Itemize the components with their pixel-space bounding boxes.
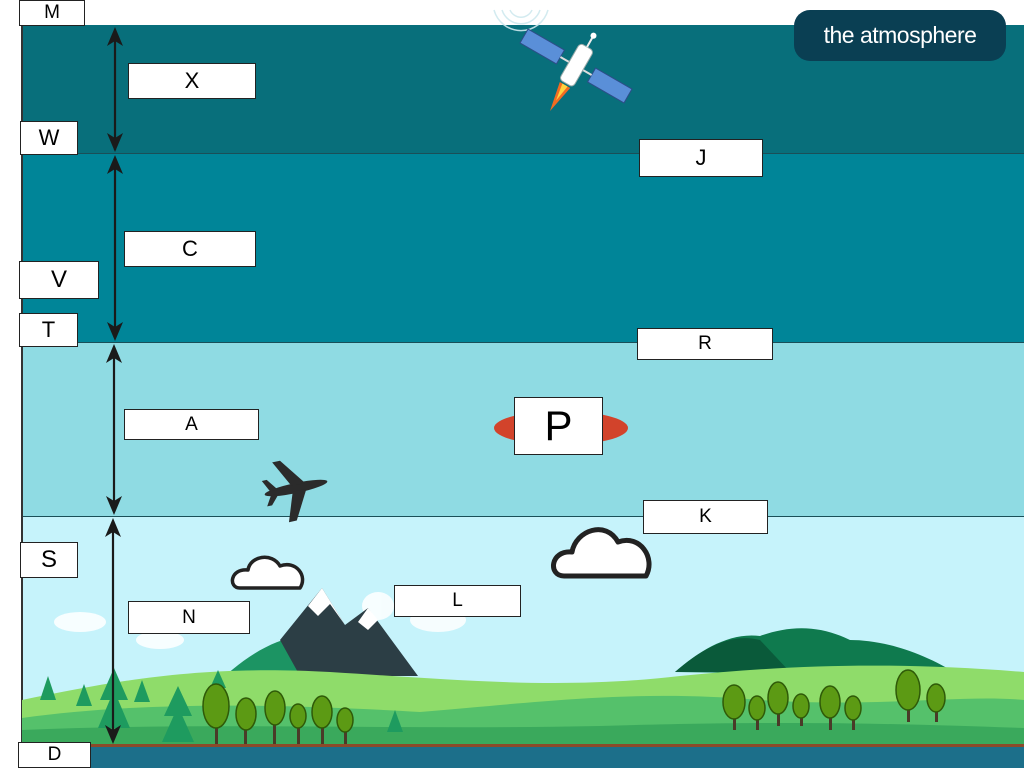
layer-boundary [22, 342, 1024, 343]
label-t[interactable]: T [19, 313, 78, 347]
ground-surface [22, 744, 1024, 747]
cloud-icon [230, 555, 305, 590]
label-a[interactable]: A [124, 409, 259, 440]
layer-height-arrows [111, 30, 117, 740]
label-l[interactable]: L [394, 585, 521, 617]
label-v[interactable]: V [19, 261, 99, 299]
label-p[interactable]: P [514, 397, 603, 455]
altitude-axis [21, 25, 23, 745]
satellite-icon [493, 9, 633, 112]
tree-icon [202, 683, 354, 744]
label-s[interactable]: S [20, 542, 78, 578]
label-w[interactable]: W [20, 121, 78, 155]
label-n[interactable]: N [128, 601, 250, 634]
tree-icon [40, 668, 403, 742]
layer-boundary [22, 153, 1024, 154]
tree-icon [722, 669, 946, 730]
label-d[interactable]: D [18, 742, 91, 768]
label-m[interactable]: M [19, 0, 85, 26]
airplane-icon [261, 460, 328, 523]
label-j[interactable]: J [639, 139, 763, 177]
diagram-title: the atmosphere [794, 10, 1006, 61]
label-r[interactable]: R [637, 328, 773, 360]
ocean [90, 747, 1024, 768]
label-x[interactable]: X [128, 63, 256, 99]
label-c[interactable]: C [124, 231, 256, 267]
label-k[interactable]: K [643, 500, 768, 534]
cloud-icon [551, 527, 652, 579]
layer-boundary [22, 516, 1024, 517]
